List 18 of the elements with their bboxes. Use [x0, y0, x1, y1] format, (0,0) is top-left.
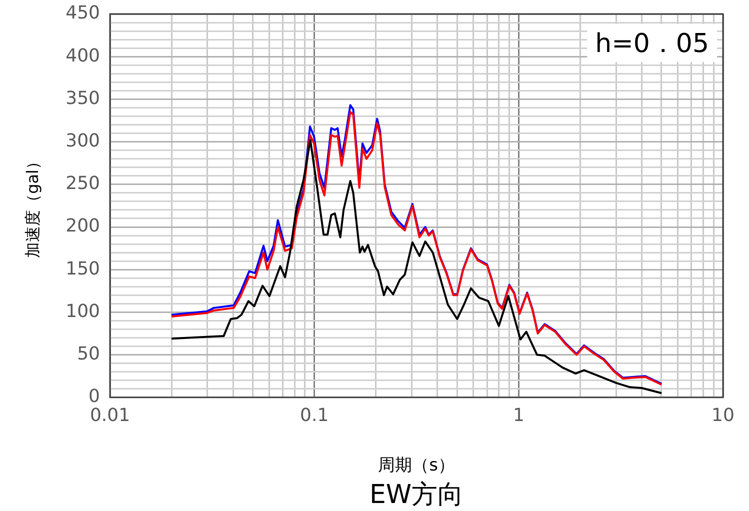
- y-tick-label: 0: [88, 386, 100, 408]
- y-tick-label: 350: [66, 88, 100, 109]
- y-tick-label: 300: [66, 130, 100, 152]
- y-tick-label: 450: [66, 2, 100, 24]
- x-axis-title: 周期（s）: [378, 455, 455, 476]
- annotation: h=0．05: [595, 29, 709, 59]
- x-tick-label: 1: [512, 404, 524, 426]
- y-tick-label: 150: [66, 258, 100, 280]
- y-tick-label: 50: [77, 343, 100, 364]
- text: EW方向: [369, 480, 464, 510]
- x-tick-label: 0.1: [300, 404, 329, 426]
- y-tick-label: 100: [66, 300, 100, 322]
- y-tick-label: 200: [66, 216, 100, 237]
- x-tick-label: 0.01: [90, 404, 130, 426]
- y-axis-title: 加速度（gal）: [23, 153, 42, 258]
- y-tick-label: 250: [66, 173, 100, 194]
- x-tick-label: 10: [712, 404, 734, 426]
- y-tick-label: 400: [66, 45, 100, 66]
